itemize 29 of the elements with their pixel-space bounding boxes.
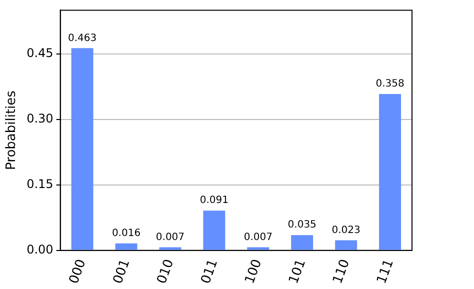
x-tick-label: 101 [286, 257, 310, 286]
data-label: 0.023 [332, 224, 360, 236]
data-label: 0.463 [68, 32, 97, 44]
y-tick-label: 0.00 [26, 242, 54, 256]
data-label: 0.358 [376, 78, 404, 90]
bar [159, 247, 182, 250]
x-tick-label: 000 [66, 257, 90, 286]
bar [379, 94, 402, 250]
data-label: 0.091 [200, 195, 228, 206]
bar [335, 240, 358, 250]
x-tick-label: 110 [330, 257, 353, 286]
x-tick-label: 011 [198, 257, 222, 286]
x-tick-label: 001 [110, 257, 134, 286]
bar [115, 243, 138, 250]
bar [247, 247, 270, 250]
data-label: 0.035 [288, 220, 316, 231]
y-tick-label: 0.15 [26, 176, 54, 191]
y-tick-label: 0.45 [26, 46, 54, 60]
bar [203, 210, 226, 250]
x-tick-label: 111 [374, 257, 397, 286]
data-label: 0.007 [156, 232, 185, 243]
data-label: 0.016 [112, 228, 141, 239]
x-tick-label: 010 [154, 257, 178, 286]
bar [71, 48, 94, 250]
bar [291, 235, 314, 250]
y-tick-label: 0.30 [26, 111, 54, 126]
data-label: 0.007 [244, 232, 272, 243]
x-tick-label: 100 [242, 257, 266, 286]
y-axis-title: Probabilities [4, 90, 20, 170]
